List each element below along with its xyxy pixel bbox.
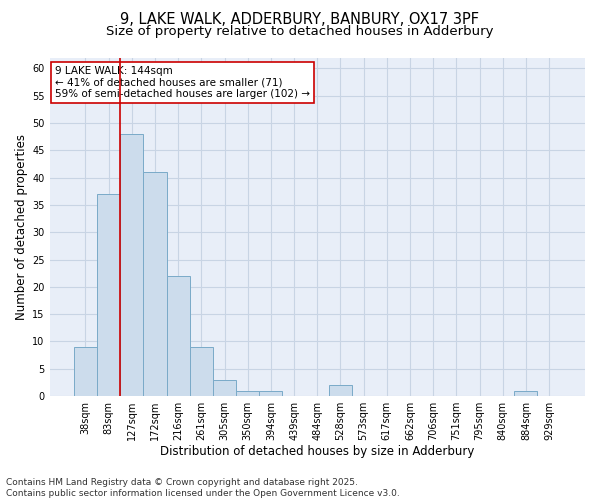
- Bar: [236, 390, 259, 396]
- Bar: [143, 172, 167, 396]
- Bar: [514, 390, 538, 396]
- Text: Contains HM Land Registry data © Crown copyright and database right 2025.
Contai: Contains HM Land Registry data © Crown c…: [6, 478, 400, 498]
- Bar: [329, 385, 352, 396]
- Text: 9 LAKE WALK: 144sqm
← 41% of detached houses are smaller (71)
59% of semi-detach: 9 LAKE WALK: 144sqm ← 41% of detached ho…: [55, 66, 310, 99]
- Bar: [97, 194, 120, 396]
- Y-axis label: Number of detached properties: Number of detached properties: [15, 134, 28, 320]
- Bar: [259, 390, 283, 396]
- Bar: [190, 347, 213, 396]
- Text: Size of property relative to detached houses in Adderbury: Size of property relative to detached ho…: [106, 25, 494, 38]
- Bar: [167, 276, 190, 396]
- Bar: [120, 134, 143, 396]
- Bar: [213, 380, 236, 396]
- Text: 9, LAKE WALK, ADDERBURY, BANBURY, OX17 3PF: 9, LAKE WALK, ADDERBURY, BANBURY, OX17 3…: [121, 12, 479, 28]
- Bar: [74, 347, 97, 396]
- X-axis label: Distribution of detached houses by size in Adderbury: Distribution of detached houses by size …: [160, 444, 475, 458]
